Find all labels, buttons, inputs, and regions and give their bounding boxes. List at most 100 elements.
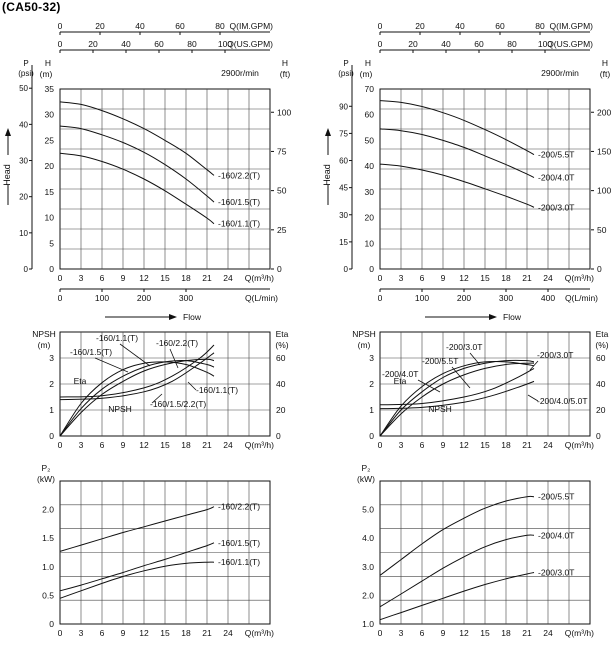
eta-left-series-label-3: -160/1.1(T): [196, 385, 238, 395]
hq-right-curve-label-0: -200/5.5T: [538, 150, 574, 160]
p2-left-x-tick-label: 21: [202, 628, 212, 638]
hq-left-imgpm-label: Q(IM.GPM): [230, 21, 274, 31]
hq-right-curve-0: [379, 100, 535, 156]
eta-right-leader-2: [469, 352, 481, 366]
eta-right-series-label-1: -200/5.5T: [422, 356, 458, 366]
hq-left-usgpm-tick-label: 40: [121, 39, 131, 49]
hq-left-psi-unit: (psi): [18, 69, 34, 78]
p2-right-x-tick-label: 0: [378, 628, 383, 638]
eta-right-npsh-unit: (m): [358, 340, 371, 350]
p2-right-x-tick-label: 24: [543, 628, 553, 638]
hq-right-x-tick-label: 9: [441, 273, 446, 283]
eta-left-x-tick-label: 9: [121, 440, 126, 450]
eta-left-eta-curve-2: [59, 358, 215, 437]
hq-left-x-tick-label: 9: [121, 273, 126, 283]
hq-right-curve-label-1: -200/4.0T: [538, 172, 574, 182]
hq-right-h-tick-label: 40: [365, 161, 375, 171]
hq-right-flow-arrow: [489, 314, 497, 320]
hq-right-usgpm-tick-label: 40: [441, 39, 451, 49]
eta-left-x-tick-label: 18: [181, 440, 191, 450]
hq-left-usgpm-tick-label: 0: [58, 39, 63, 49]
hq-left-h-label: H: [45, 58, 51, 68]
eta-right-npsh-curve-0: [379, 380, 535, 410]
eta-left-x-label: Q(m³/h): [245, 440, 274, 450]
p2-right-curve-label-0: -200/5.5T: [538, 492, 574, 502]
eta-left-x-tick-label: 12: [139, 440, 149, 450]
hq-right-x-tick-label: 6: [420, 273, 425, 283]
eta-right-npsh-tick-label: 1: [369, 405, 374, 415]
hq-right-flow-label: Flow: [503, 312, 522, 322]
eta-right-eta-label: Eta: [596, 329, 609, 339]
hq-left-x-tick-label: 18: [181, 273, 191, 283]
p2-right-curve-label-2: -200/3.0T: [538, 568, 574, 578]
p2-left-curve-label-1: -160/1.5(T): [218, 538, 260, 548]
hq-right-psi-unit: (psi): [338, 69, 354, 78]
eta-right-npsh-tick-label: 0: [369, 431, 374, 441]
hq-left-h-tick-label: 15: [45, 187, 55, 197]
hq-left-x-label: Q(m³/h): [245, 273, 274, 283]
eta-right-series-label-3: -200/3.0T: [537, 350, 573, 360]
hq-left-speed-label: 2900r/min: [221, 68, 259, 78]
eta-left-eta-unit: (%): [275, 340, 288, 350]
hq-left-curve-0: [59, 101, 215, 176]
eta-right-npsh-tick-label: 2: [369, 379, 374, 389]
hq-left-h-tick-label: 0: [49, 264, 54, 274]
hq-left-ft-label: H: [282, 58, 288, 68]
p2-left-x-label: Q(m³/h): [245, 628, 274, 638]
hq-left-curve-2: [59, 152, 215, 225]
hq-right-usgpm-label: Q(US.GPM): [547, 39, 593, 49]
p2-left-x-tick-label: 9: [121, 628, 126, 638]
eta-right-x-tick-label: 9: [441, 440, 446, 450]
hq-right-imgpm-tick-label: 40: [455, 21, 465, 31]
hq-left-h-unit: (m): [40, 69, 53, 79]
eta-left-x-tick-label: 3: [79, 440, 84, 450]
hq-left-psi-tick-label: 10: [19, 229, 28, 238]
hq-left-x-tick-label: 21: [202, 273, 212, 283]
p2-right-x-tick-label: 18: [501, 628, 511, 638]
eta-right-eta-unit: (%): [595, 340, 608, 350]
p2-right-y-tick-label: 4.0: [362, 533, 374, 543]
hq-right-lmin-tick-label: 200: [457, 293, 471, 303]
p2-left-x-tick-label: 3: [79, 628, 84, 638]
eta-left-npsh-label: NPSH: [32, 329, 56, 339]
p2-left-y-tick-label: 0.5: [42, 590, 54, 600]
eta-left-npsh-tick-label: 0: [49, 431, 54, 441]
eta-right-x-tick-label: 6: [420, 440, 425, 450]
p2-right-y-tick-label: 5.0: [362, 505, 374, 515]
p2-right-curve-0: [379, 495, 535, 576]
p2-right-x-tick-label: 3: [399, 628, 404, 638]
hq-right-lmin-tick-label: 300: [499, 293, 513, 303]
hq-right-h-tick-label: 70: [365, 84, 375, 94]
hq-right-h-tick-label: 30: [365, 187, 375, 197]
hq-left-psi-tick-label: 50: [19, 84, 28, 93]
hq-left-imgpm-tick-label: 20: [95, 21, 105, 31]
hq-left-lmin-tick-label: 0: [58, 293, 63, 303]
hq-left-lmin-tick-label: 100: [95, 293, 109, 303]
eta-right-npsh-curve-1: [379, 367, 535, 406]
hq-left-usgpm-tick-label: 100: [218, 39, 232, 49]
p2-right-x-tick-label: 6: [420, 628, 425, 638]
p2-left-curve-1: [59, 542, 215, 592]
hq-left-ft-tick-label: 25: [277, 225, 287, 235]
hq-left-imgpm-tick-label: 40: [135, 21, 145, 31]
hq-left-psi-tick-label: 30: [19, 157, 28, 166]
eta-right-x-tick-label: 0: [378, 440, 383, 450]
p2-left-y-unit: (kW): [37, 474, 55, 484]
hq-right-h-tick-label: 10: [365, 238, 375, 248]
hq-left-h-tick-label: 5: [49, 238, 54, 248]
hq-left-psi-tick-label: 40: [19, 120, 28, 129]
eta-left-leader-1: [94, 357, 129, 373]
hq-right-usgpm-tick-label: 20: [408, 39, 418, 49]
hq-right-imgpm-label: Q(IM.GPM): [550, 21, 594, 31]
hq-right-imgpm-tick-label: 60: [495, 21, 505, 31]
eta-right-x-tick-label: 15: [480, 440, 490, 450]
eta-left-eta-tick-label: 20: [276, 405, 286, 415]
p2-left-y-tick-label: 1.5: [42, 533, 54, 543]
eta-left-x-tick-label: 15: [160, 440, 170, 450]
hq-left-psi-tick-label: 0: [24, 265, 29, 274]
hq-right-imgpm-tick-label: 80: [535, 21, 545, 31]
eta-left-leader-3: [187, 381, 197, 391]
eta-right-leader-4: [527, 394, 539, 402]
hq-right-ft-unit: (ft): [600, 69, 611, 79]
hq-right-x-tick-label: 18: [501, 273, 511, 283]
